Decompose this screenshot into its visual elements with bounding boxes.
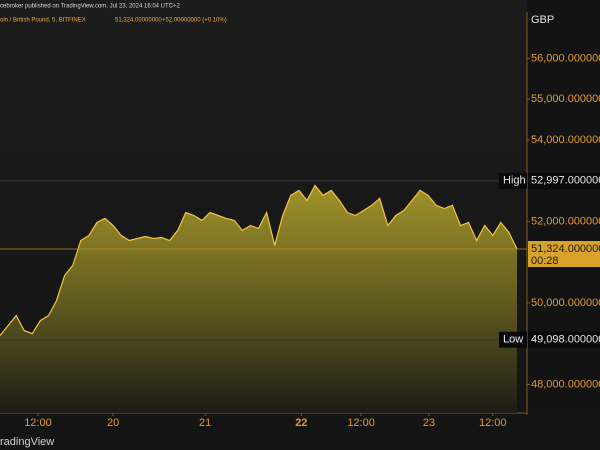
low-label-box	[528, 331, 600, 348]
currency: GBP	[531, 14, 554, 26]
area-line	[0, 184, 518, 336]
high-name: High	[503, 175, 526, 187]
countdown: 00:28	[531, 255, 559, 267]
low-name: Low	[503, 334, 523, 346]
x-tick-label: 12:00	[347, 417, 375, 429]
y-tick-label: 52,000.00000000	[531, 215, 600, 227]
x-tick-label: 22	[295, 417, 307, 429]
x-tick-label: 23	[423, 417, 435, 429]
last-price-box	[528, 241, 600, 268]
high-label-box	[528, 172, 600, 189]
y-tick-label: 55,000.00000000	[531, 93, 600, 105]
plot: 48,000.00000000 50,000.00000000 52,000.000…	[0, 52, 600, 429]
symbol: oin / British Pound, 5, BITFINEX	[0, 18, 86, 24]
y-tick-label: 56,000.00000000	[531, 52, 600, 64]
x-tick-label: 12:00	[479, 417, 507, 429]
quote-change: +52.00000000 (+0.10%)	[162, 18, 227, 24]
low-name-box	[499, 331, 527, 348]
header: cebroker published on TradingView.com, J…	[0, 4, 180, 10]
high-label: 52,997.00000000	[531, 175, 600, 187]
y-tick-label: 50,000.00000000	[531, 297, 600, 309]
high-name-box	[499, 172, 527, 189]
last-price-label: 51,324.00000000	[531, 243, 600, 255]
x-tick-label: 21	[199, 417, 211, 429]
x-tick-label: 12:00	[24, 417, 52, 429]
y-tick-label: 54,000.00000000	[531, 134, 600, 146]
area-fill	[0, 185, 517, 413]
y-tick-label: 48,000.00000000	[531, 378, 600, 390]
x-tick-label: 20	[107, 417, 119, 429]
footer: radingView	[0, 436, 54, 448]
low-label: 49,098.00000000	[531, 334, 600, 346]
quote-price: 51,324.00000000	[115, 18, 162, 24]
